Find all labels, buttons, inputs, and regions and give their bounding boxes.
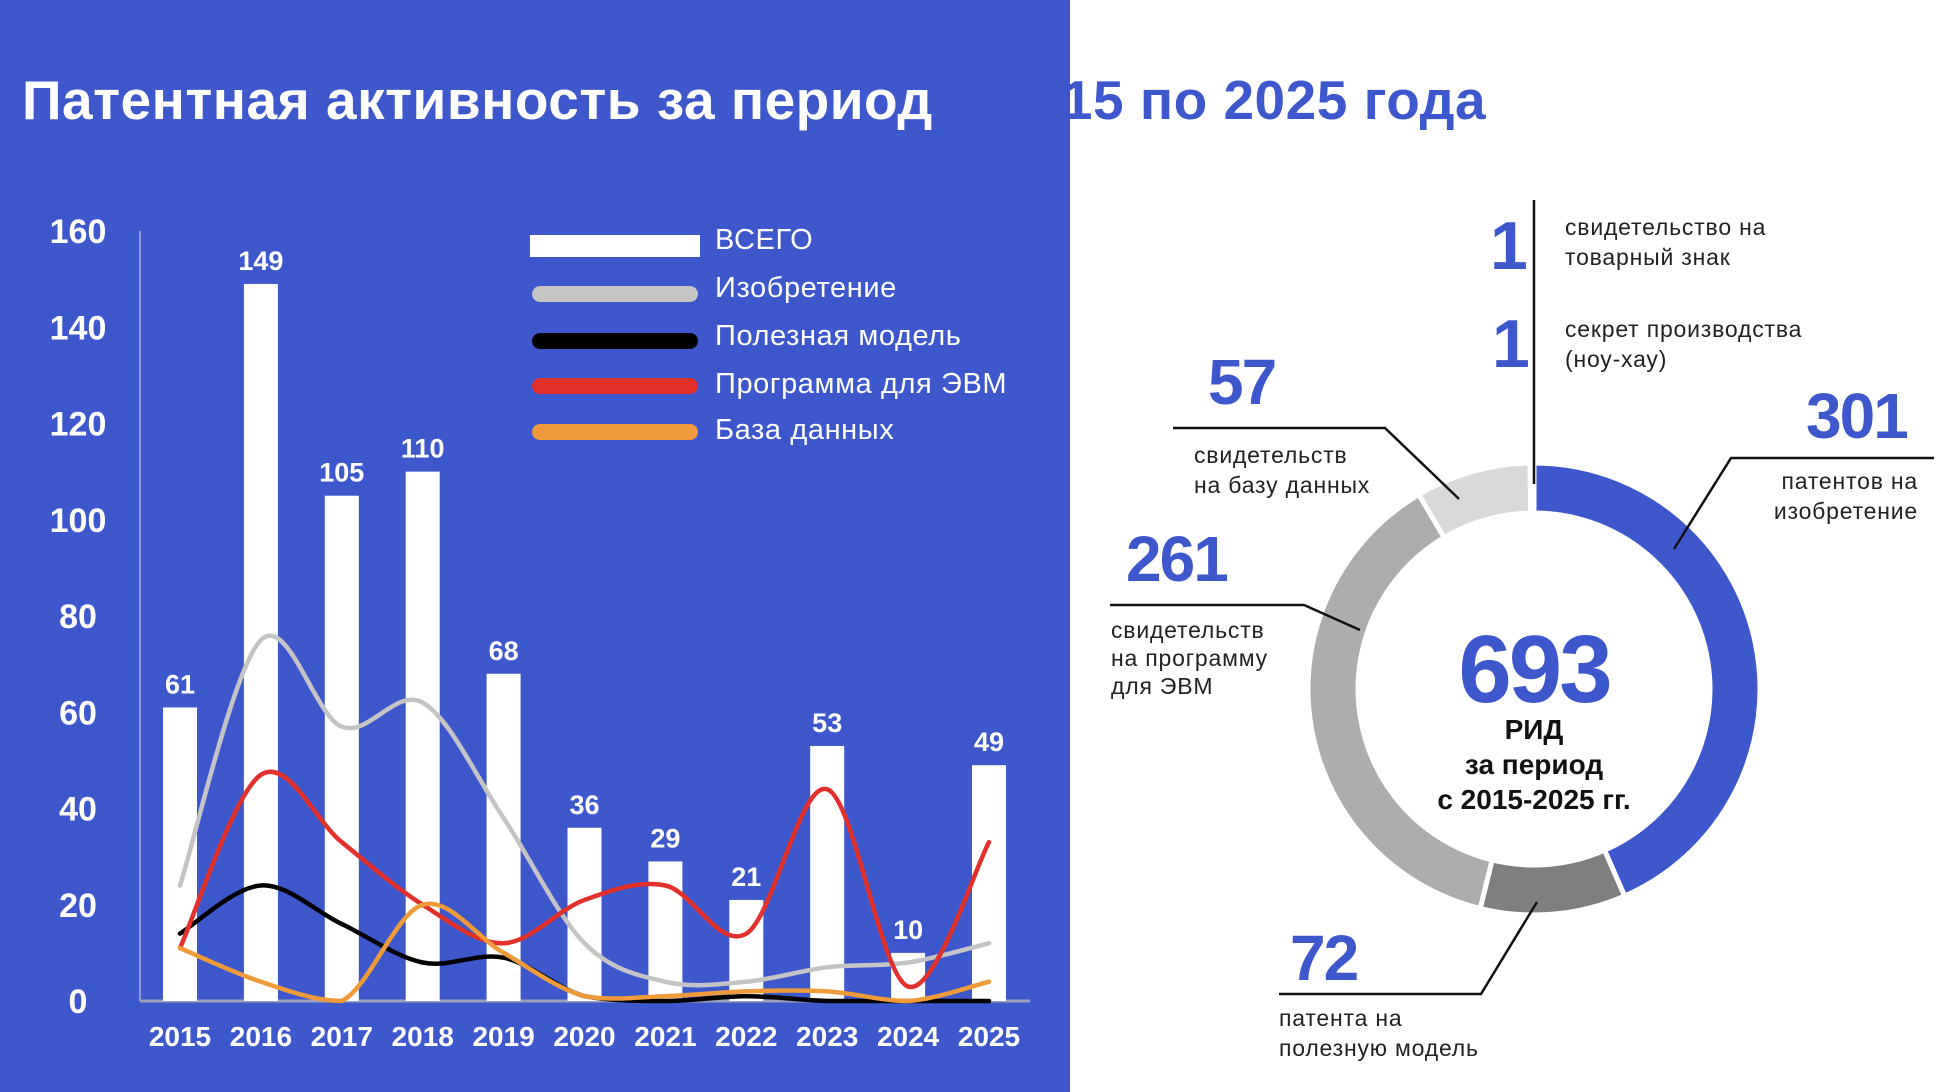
- donut-slice-72: [1477, 846, 1628, 918]
- caption-line: изобретение: [1773, 498, 1918, 524]
- center-line-1: РИД: [1504, 714, 1564, 745]
- bar-value-label: 29: [650, 823, 680, 853]
- caption-line: патента на: [1279, 1005, 1403, 1031]
- page-title: Патентная активность за период с 2015 по …: [22, 68, 1486, 132]
- x-tick-label: 2025: [958, 1021, 1020, 1052]
- line-series-1: [177, 633, 992, 988]
- line-series-3: [177, 769, 992, 989]
- x-tick-label: 2024: [877, 1021, 940, 1052]
- software-caption: свидетельств на программу для ЭВМ: [1111, 616, 1268, 700]
- leader-line-301: [1672, 456, 1934, 550]
- y-tick-label: 140: [50, 309, 107, 347]
- bar-value-label: 149: [238, 246, 283, 276]
- leader-line-72: [1279, 901, 1539, 996]
- title-part-1: Патентная активность за период: [22, 69, 933, 131]
- y-tick-label: 120: [50, 406, 107, 444]
- legend-label-invention: Изобретение: [715, 272, 897, 304]
- database-caption: свидетельств на базу данных: [1194, 440, 1370, 500]
- total-count: 693: [1458, 616, 1612, 723]
- bar-value-label: 21: [731, 862, 761, 892]
- leader-line-57: [1173, 426, 1460, 500]
- trademark-count: 1: [1490, 208, 1528, 284]
- bar-2018: [405, 471, 440, 1001]
- x-tick-label: 2021: [634, 1021, 696, 1052]
- donut-slice-261: [1305, 491, 1496, 912]
- bar-value-label: 61: [165, 669, 195, 699]
- utility-model-count: 72: [1290, 922, 1359, 994]
- center-line-3: с 2015-2025 гг.: [1437, 784, 1631, 815]
- center-line-2: за период: [1464, 749, 1604, 780]
- caption-line: на программу: [1111, 645, 1268, 671]
- x-tick-label: 2017: [311, 1021, 373, 1052]
- bar-value-label: 10: [893, 915, 923, 945]
- y-tick-label: 40: [59, 791, 97, 829]
- caption-line: секрет производства: [1565, 316, 1803, 342]
- donut-slice-57: [1415, 460, 1534, 542]
- caption-line: свидетельств: [1194, 442, 1348, 468]
- bar-value-label: 68: [489, 636, 519, 666]
- utility-model-caption: патента на полезную модель: [1279, 1003, 1479, 1063]
- x-tick-label: 2020: [553, 1021, 615, 1052]
- y-tick-label: 80: [59, 598, 97, 636]
- caption-line: свидетельств: [1111, 617, 1265, 643]
- caption-line: на базу данных: [1194, 472, 1371, 498]
- y-tick-label: 60: [59, 694, 97, 732]
- y-tick-label: 0: [69, 983, 88, 1021]
- y-tick-label: 100: [50, 502, 107, 540]
- legend-label-software: Программа для ЭВМ: [715, 368, 1008, 400]
- bar-2020: [567, 827, 602, 1001]
- bar-2015: [163, 707, 197, 1001]
- knowhow-count: 1: [1492, 306, 1530, 382]
- x-tick-label: 2023: [796, 1021, 858, 1052]
- bar-value-label: 36: [569, 790, 599, 820]
- invention-count: 301: [1806, 380, 1909, 452]
- legend-label-total: ВСЕГО: [715, 224, 814, 256]
- bar-value-label: 53: [812, 708, 842, 738]
- caption-line: для ЭВМ: [1111, 673, 1214, 699]
- knowhow-caption: секрет производства (ноу-хау): [1565, 314, 1802, 374]
- legend-label-database: База данных: [715, 414, 895, 446]
- y-tick-label: 160: [50, 213, 107, 251]
- legend-label-utility-model: Полезная модель: [715, 320, 962, 352]
- trademark-caption: свидетельство на товарный знак: [1565, 212, 1766, 272]
- bar-2025: [972, 765, 1006, 1001]
- line-series-4: [177, 901, 992, 1004]
- leader-line-261: [1110, 603, 1361, 632]
- software-count: 261: [1126, 523, 1229, 595]
- x-tick-label: 2016: [230, 1021, 292, 1052]
- x-tick-label: 2022: [715, 1021, 777, 1052]
- caption-line: (ноу-хау): [1565, 346, 1668, 372]
- bar-value-label: 110: [401, 434, 445, 464]
- x-tick-label: 2019: [472, 1021, 534, 1052]
- bar-value-label: 105: [319, 458, 364, 488]
- title-part-2: с 2015 по 2025 года: [952, 69, 1487, 131]
- y-tick-label: 20: [59, 887, 97, 925]
- bar-value-label: 49: [974, 727, 1004, 757]
- caption-line: товарный знак: [1565, 244, 1731, 270]
- caption-line: свидетельство на: [1565, 214, 1767, 240]
- x-tick-label: 2018: [392, 1021, 454, 1052]
- caption-line: патентов на: [1781, 468, 1918, 494]
- x-tick-label: 2015: [149, 1021, 211, 1052]
- invention-caption: патентов на изобретение: [1774, 466, 1918, 526]
- legend-swatch-total: [530, 235, 700, 257]
- leader-lines: [1110, 200, 1934, 996]
- caption-line: полезную модель: [1279, 1035, 1479, 1061]
- donut-slice-301: [1531, 460, 1763, 900]
- database-count: 57: [1208, 346, 1277, 418]
- bar-2023: [810, 745, 845, 1001]
